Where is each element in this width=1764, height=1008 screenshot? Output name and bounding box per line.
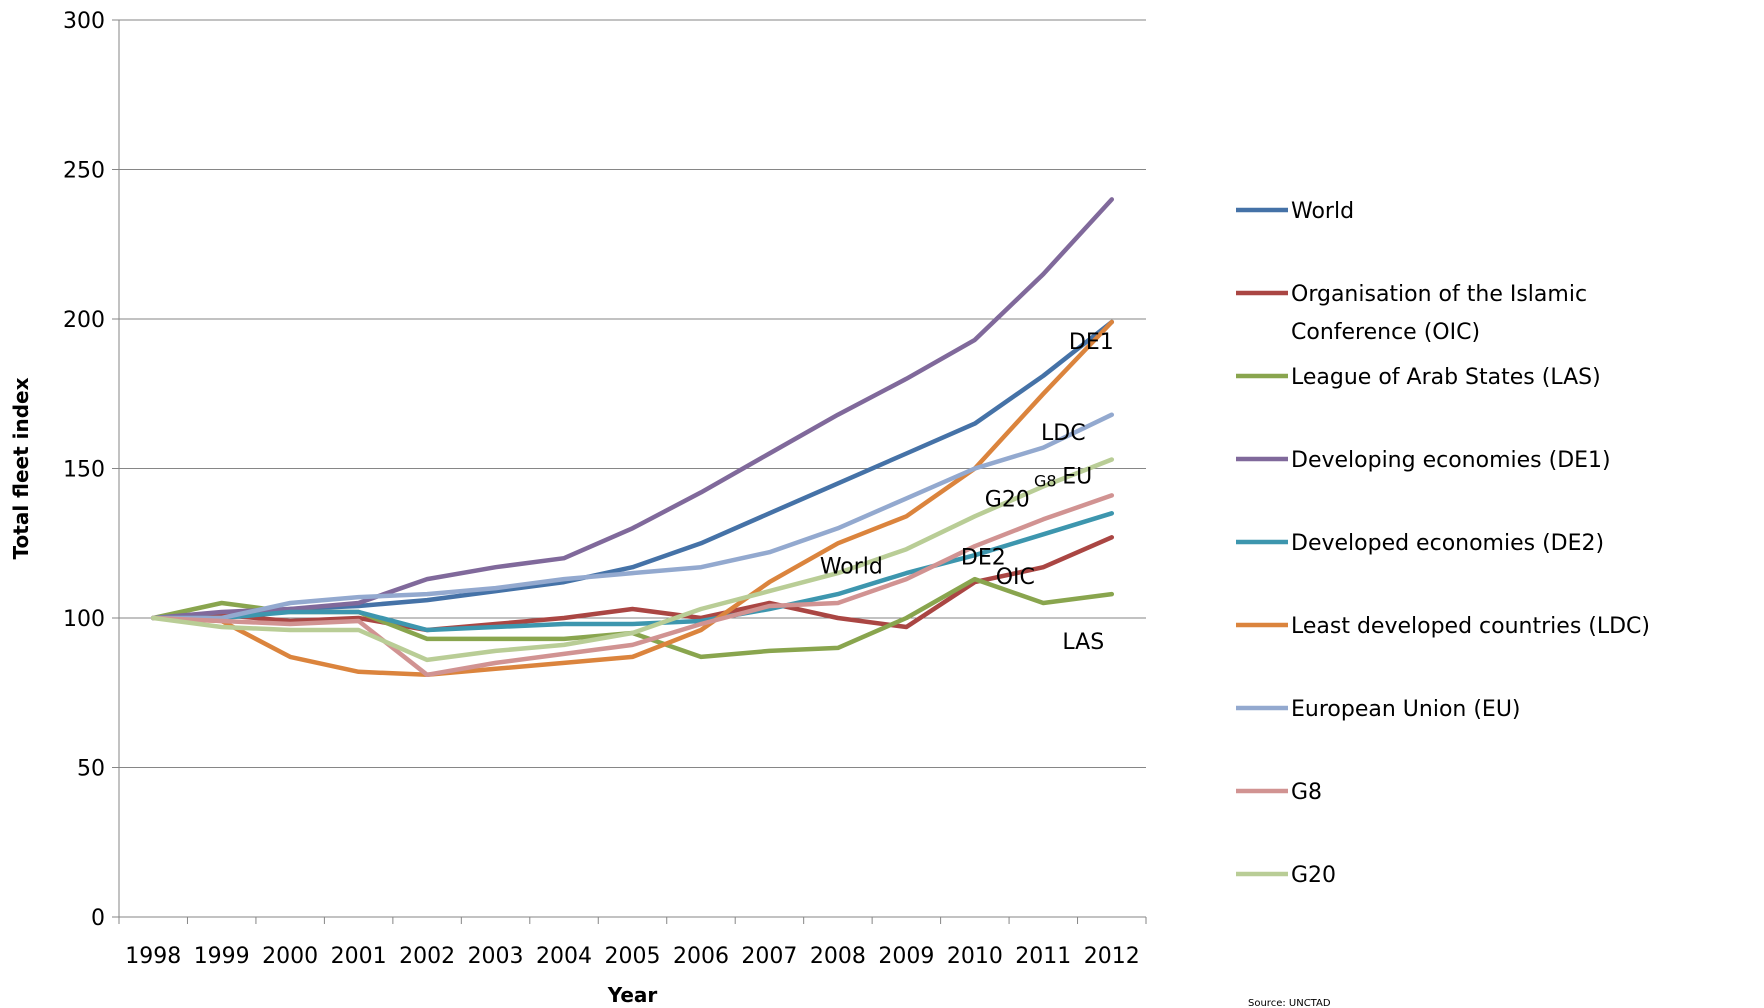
x-tick-label-2010: 2010: [947, 944, 1003, 969]
legend-label-league-of-arab-states-las: League of Arab States (LAS): [1291, 365, 1601, 390]
y-tick-label-100: 100: [63, 607, 105, 632]
series-line-g8: [150, 493, 1115, 678]
x-tick-label-2006: 2006: [673, 944, 729, 969]
legend-label-least-developed-countries-ldc: Least developed countries (LDC): [1291, 614, 1650, 639]
legend-label-developed-economies-de2: Developed economies (DE2): [1291, 531, 1604, 556]
series-line-european-union-eu: [150, 412, 1115, 621]
annotation-eu: EU: [1062, 465, 1092, 490]
x-tick-label-2011: 2011: [1015, 944, 1071, 969]
x-tick-label-2001: 2001: [331, 944, 387, 969]
legend-label-g20: G20: [1291, 863, 1336, 888]
x-tick-label-2004: 2004: [536, 944, 592, 969]
legend-item-developed-economies-de2[interactable]: Developed economies (DE2): [1236, 531, 1604, 556]
source-note: Source: UNCTAD: [1248, 998, 1331, 1008]
x-tick-label-2005: 2005: [605, 944, 661, 969]
legend-label-organisation-of-the-islamic-conference-oic: Organisation of the Islamic Conference (O…: [1291, 282, 1587, 345]
legend-item-g8[interactable]: G8: [1236, 780, 1322, 805]
legend-label-european-union-eu: European Union (EU): [1291, 697, 1521, 722]
x-tick-label-2012: 2012: [1084, 944, 1140, 969]
annotation-g8: G8: [1034, 471, 1057, 490]
series-line-organisation-of-the-islamic-conference-oic: [150, 535, 1115, 633]
annotation-world: World: [820, 555, 883, 580]
legend-item-developing-economies-de1[interactable]: Developing economies (DE1): [1236, 448, 1611, 473]
annotation-g20: G20: [985, 487, 1030, 512]
y-tick-label-250: 250: [63, 159, 105, 184]
x-tick-label-2008: 2008: [810, 944, 866, 969]
annotation-de1: DE1: [1069, 330, 1114, 355]
x-tick-label-2000: 2000: [262, 944, 318, 969]
legend-label-developing-economies-de1: Developing economies (DE1): [1291, 448, 1611, 473]
series-line-developed-economies-de2: [150, 511, 1115, 633]
x-tick-label-2003: 2003: [468, 944, 524, 969]
y-tick-label-50: 50: [77, 757, 105, 782]
legend-item-league-of-arab-states-las[interactable]: League of Arab States (LAS): [1236, 365, 1601, 390]
series-line-least-developed-countries-ldc: [150, 319, 1115, 678]
annotation-ldc: LDC: [1041, 421, 1086, 446]
y-tick-label-200: 200: [63, 308, 105, 333]
y-axis-title: Total fleet index: [9, 377, 33, 559]
x-tick-label-1998: 1998: [125, 944, 181, 969]
y-tick-label-150: 150: [63, 458, 105, 483]
annotation-las: LAS: [1062, 630, 1104, 655]
legend-label-g8: G8: [1291, 780, 1322, 805]
y-tick-label-0: 0: [91, 906, 105, 931]
x-axis-title: Year: [607, 983, 658, 1007]
legend-item-organisation-of-the-islamic-conference-oic[interactable]: Organisation of the Islamic Conference (O…: [1236, 282, 1587, 345]
annotation-de2: DE2: [961, 545, 1006, 570]
x-tick-label-2002: 2002: [399, 944, 455, 969]
series-line-g20: [150, 457, 1115, 663]
legend-item-least-developed-countries-ldc[interactable]: Least developed countries (LDC): [1236, 614, 1650, 639]
legend-item-g20[interactable]: G20: [1236, 863, 1336, 888]
x-tick-label-2009: 2009: [878, 944, 934, 969]
annotation-oic: OIC: [996, 565, 1035, 590]
legend-item-world[interactable]: World: [1236, 199, 1354, 224]
x-tick-label-1999: 1999: [194, 944, 250, 969]
x-tick-label-2007: 2007: [741, 944, 797, 969]
y-tick-label-300: 300: [63, 9, 105, 34]
series-line-developing-economies-de1: [150, 197, 1115, 621]
legend-label-world: World: [1291, 199, 1354, 224]
legend-item-european-union-eu[interactable]: European Union (EU): [1236, 697, 1521, 722]
